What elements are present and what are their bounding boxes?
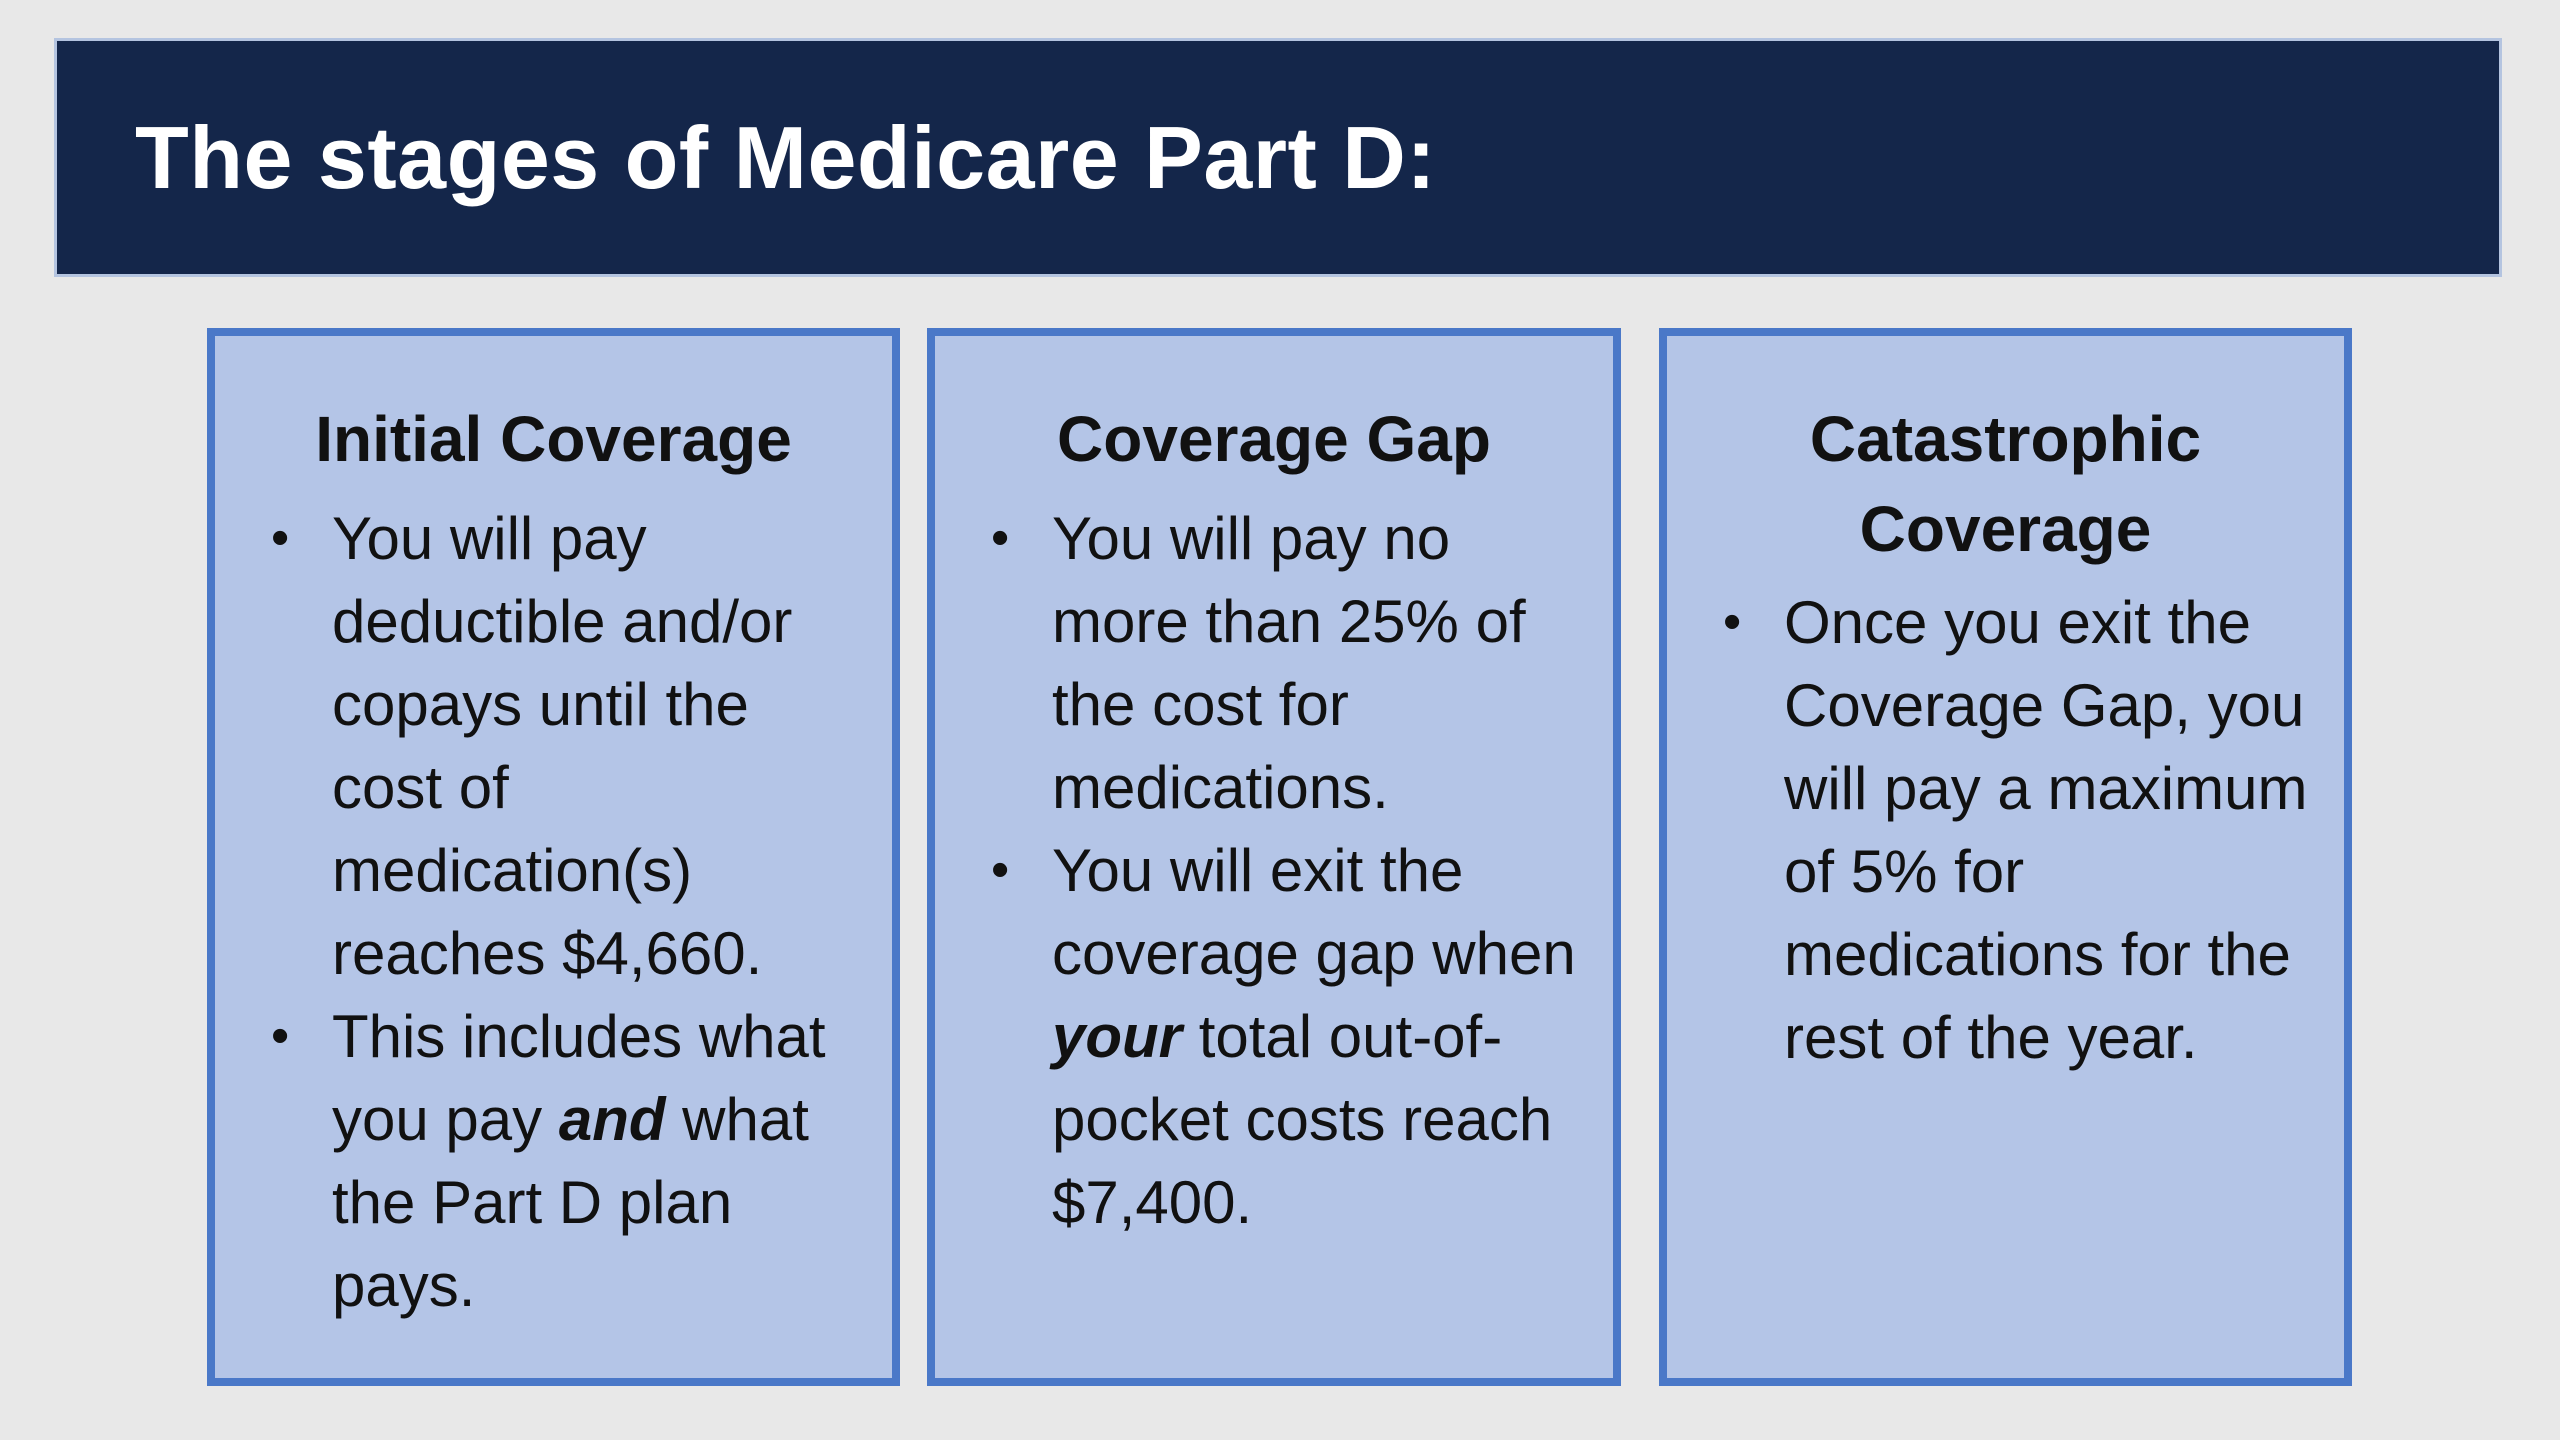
emphasis-text: and	[558, 1086, 666, 1153]
stage-bullet-list: • Once you exit the Coverage Gap, you wi…	[1667, 581, 2344, 1079]
stage-heading: Initial Coverage	[315, 403, 792, 475]
stage-card-initial-coverage: Initial Coverage • You will pay deductib…	[207, 328, 900, 1386]
list-item: • You will pay deductible and/or copays …	[215, 497, 892, 995]
stage-heading: Catastrophic Coverage	[1809, 403, 2202, 565]
list-item: • You will exit the coverage gap when yo…	[935, 829, 1613, 1244]
bullet-icon: •	[991, 841, 1010, 899]
bullet-icon: •	[991, 509, 1010, 567]
stage-bullet-list: • You will pay no more than 25% of the c…	[935, 497, 1613, 1244]
bullet-icon: •	[271, 1007, 290, 1065]
list-item: • Once you exit the Coverage Gap, you wi…	[1667, 581, 2344, 1079]
page-title: The stages of Medicare Part D:	[135, 107, 1437, 207]
stage-card-coverage-gap: Coverage Gap • You will pay no more than…	[927, 328, 1621, 1386]
bullet-text-after: what the Part D plan pays.	[332, 1086, 809, 1319]
stage-bullet-list: • You will pay deductible and/or copays …	[215, 497, 892, 1327]
bullet-text-after: total out-of-pocket costs reach $7,400.	[1052, 1003, 1553, 1236]
emphasis-text: your	[1052, 1003, 1183, 1070]
list-item: • This includes what you pay and what th…	[215, 995, 892, 1327]
bullet-text-before: You will exit the coverage gap when	[1052, 837, 1576, 987]
list-item: • You will pay no more than 25% of the c…	[935, 497, 1613, 829]
bullet-icon: •	[1723, 593, 1742, 651]
bullet-text: You will pay no more than 25% of the cos…	[1052, 505, 1526, 821]
stage-heading: Coverage Gap	[1057, 403, 1491, 475]
bullet-icon: •	[271, 509, 290, 567]
stage-card-catastrophic-coverage: Catastrophic Coverage • Once you exit th…	[1659, 328, 2352, 1386]
bullet-text: Once you exit the Coverage Gap, you will…	[1784, 589, 2308, 1071]
bullet-text-before: This includes what you pay	[332, 1003, 826, 1153]
bullet-text: You will pay deductible and/or copays un…	[332, 505, 793, 987]
title-banner: The stages of Medicare Part D:	[54, 38, 2502, 277]
